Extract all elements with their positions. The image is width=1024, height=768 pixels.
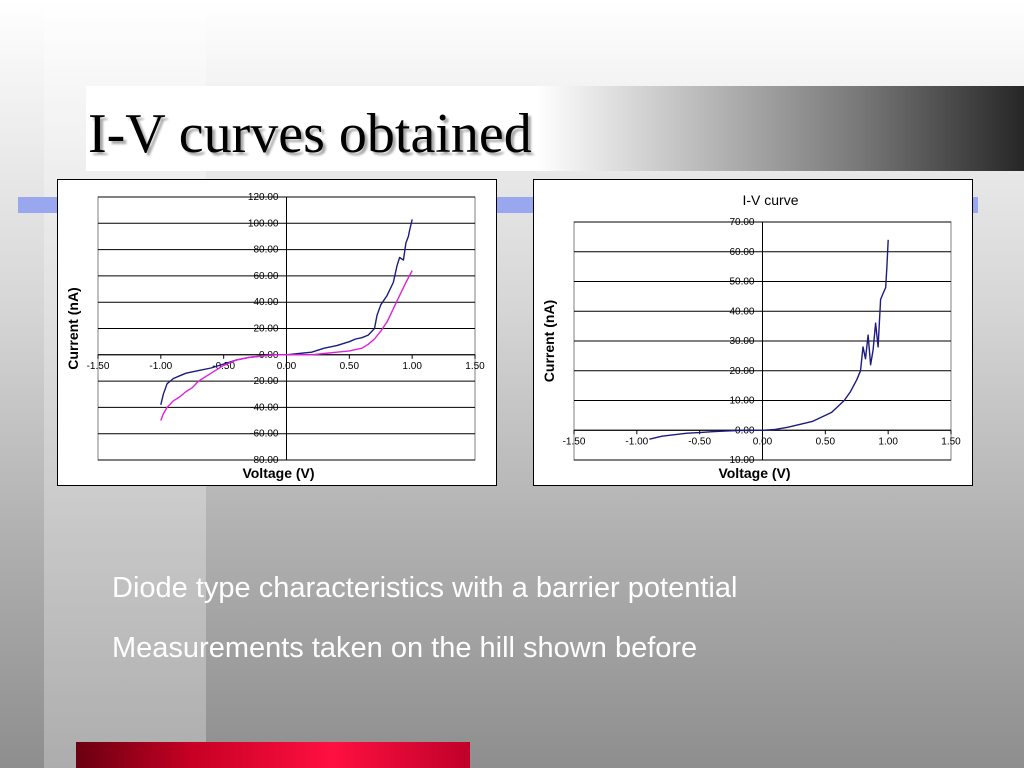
y-tick-label: 70.00	[729, 217, 754, 228]
y-tick-label: 10.00	[729, 396, 754, 407]
title-gradient-bar	[86, 86, 1024, 171]
y-tick-label: 60.00	[729, 247, 754, 258]
x-axis-label: Voltage (V)	[718, 465, 790, 481]
bullet-item: Diode type characteristics with a barrie…	[112, 572, 738, 604]
x-tick-label: -1.50	[563, 436, 586, 447]
y-tick-label: 100.00	[248, 218, 279, 229]
x-tick-label: 1.00	[878, 436, 898, 447]
accent-red-bar	[76, 742, 470, 768]
y-tick-label: 30.00	[729, 336, 754, 347]
series-line-1	[649, 239, 889, 440]
x-tick-label: 1.50	[941, 436, 961, 447]
y-tick-label: -80.00	[250, 455, 279, 466]
bullet-list: Diode type characteristics with a barrie…	[112, 568, 737, 688]
y-tick-label: 80.00	[253, 245, 278, 256]
x-tick-label: -0.50	[212, 361, 235, 372]
series-line-2	[160, 270, 413, 421]
chart-right: 70.00 60.00 50.00 40.00 30.00 20.00 10.00 0.00 -…	[533, 179, 973, 486]
x-tick-label: 1.00	[402, 361, 422, 372]
chart-left: 120.00 100.00 80.00 60.00 40.00 20.00 0.00 -20.…	[57, 179, 497, 486]
x-tick-label: 0.00	[277, 361, 297, 372]
slide-title: I-V curves obtained	[88, 103, 532, 165]
y-axis-label: Current (nA)	[541, 300, 557, 382]
x-tick-label: -1.00	[149, 361, 172, 372]
y-tick-label: 120.00	[248, 192, 279, 203]
y-tick-label: -60.00	[250, 429, 279, 440]
bullet-item: Measurements taken on the hill shown bef…	[112, 632, 698, 664]
x-tick-label: 1.50	[465, 361, 485, 372]
y-tick-label: 50.00	[729, 277, 754, 288]
chart-right-svg: 70.00 60.00 50.00 40.00 30.00 20.00 10.00 0.00 -…	[541, 192, 961, 481]
y-tick-label: 60.00	[253, 271, 278, 282]
y-tick-label: 20.00	[253, 324, 278, 335]
chart-title: I-V curve	[742, 192, 798, 208]
y-tick-label: 40.00	[253, 297, 278, 308]
y-tick-label: 40.00	[729, 306, 754, 317]
x-axis-label: Voltage (V)	[242, 465, 314, 481]
y-tick-label: -20.00	[250, 376, 279, 387]
chart-left-svg: 120.00 100.00 80.00 60.00 40.00 20.00 0.00 -20.…	[65, 192, 485, 481]
x-tick-label: 0.50	[816, 436, 836, 447]
x-tick-label: -1.00	[625, 436, 648, 447]
series-line-1	[160, 219, 413, 405]
y-tick-label: 20.00	[729, 366, 754, 377]
y-axis-label: Current (nA)	[65, 287, 81, 369]
x-tick-label: 0.00	[753, 436, 773, 447]
x-tick-label: -0.50	[688, 436, 711, 447]
x-tick-label: 0.50	[340, 361, 360, 372]
y-tick-label: -10.00	[726, 455, 755, 466]
x-tick-label: -1.50	[87, 361, 110, 372]
y-tick-label: -40.00	[250, 402, 279, 413]
